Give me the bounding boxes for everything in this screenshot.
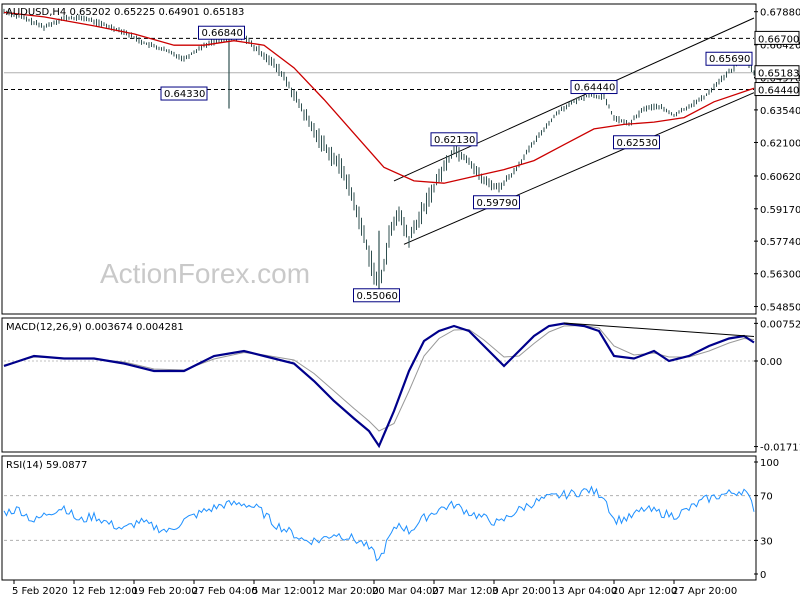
x-tick-label-7: 27 Mar 12:00 xyxy=(432,586,499,597)
price-axis-tick-label-4: 0.62100 xyxy=(760,138,800,149)
annotation-box-1 xyxy=(160,86,208,101)
price-axis-tick-label-7: 0.57740 xyxy=(760,237,800,248)
x-tick-label-3: 27 Feb 04:00 xyxy=(192,586,258,597)
annotation-box-3 xyxy=(430,132,478,147)
price-frame xyxy=(1,3,757,315)
price-axis-tick-label-3: 0.63540 xyxy=(760,106,800,117)
rsi-title: RSI(14) 59.0877 xyxy=(6,460,87,471)
price-axis-tick-label-5: 0.60620 xyxy=(760,172,800,183)
level-tag-0 xyxy=(754,30,800,45)
macd-axis-tick-label-0: 0.007526 xyxy=(760,319,800,330)
macd-signal-line xyxy=(3,324,755,432)
macd-panel: 0.007526 0.00 -0.017112 xyxy=(1,317,800,454)
price-axis-tick-label-1: 0.66420 xyxy=(760,41,800,52)
x-tick-label-1: 12 Feb 12:00 xyxy=(72,586,138,597)
price-axis-tick-label-9: 0.54850 xyxy=(760,303,800,314)
rsi-line xyxy=(3,485,755,562)
level-label-1: 0.64440 xyxy=(758,86,799,97)
annotation-label-2: 0.55060 xyxy=(357,291,398,302)
x-tick-label-2: 19 Feb 20:00 xyxy=(132,586,198,597)
annotation-label-5: 0.64440 xyxy=(574,83,615,94)
rsi-axis-tick-label-2: 30 xyxy=(760,536,773,547)
price-header: AUDUSD,H4 0.65202 0.65225 0.64901 0.6518… xyxy=(6,7,244,18)
x-tick-label-6: 20 Mar 04:00 xyxy=(372,586,439,597)
channel-upper xyxy=(393,17,755,182)
watermark: ActionForex.com xyxy=(100,258,310,289)
annotation-label-3: 0.62130 xyxy=(434,135,475,146)
price-axis-tick-label-6: 0.59170 xyxy=(760,205,800,216)
annotation-box-4 xyxy=(473,195,520,210)
current-price-label: 0.65183 xyxy=(758,69,799,80)
annotation-box-0 xyxy=(198,25,245,40)
channel-lower xyxy=(403,92,755,245)
rsi-axis-tick-label-0: 100 xyxy=(760,458,779,469)
annotation-label-1: 0.64330 xyxy=(164,89,205,100)
rsi-axis-tick-label-3: 0 xyxy=(760,570,766,581)
annotation-box-7 xyxy=(705,51,753,66)
macd-frame xyxy=(1,317,757,453)
annotation-label-6: 0.62530 xyxy=(617,138,658,149)
macd-axis-tick-label-2: -0.017112 xyxy=(760,443,800,454)
price-axis-tick-label-0: 0.67880 xyxy=(760,8,800,19)
level-label-0: 0.66700 xyxy=(758,34,799,45)
annotation-box-2 xyxy=(353,288,400,303)
macd-line xyxy=(3,322,755,449)
x-tick-label-11: 27 Apr 20:00 xyxy=(672,586,737,597)
macd-trendline xyxy=(563,322,755,337)
annotation-label-4: 0.59790 xyxy=(477,198,518,209)
current-price-tag xyxy=(754,65,800,80)
ema-line xyxy=(3,11,755,184)
level-tag-1 xyxy=(754,82,800,97)
x-tick-label-8: 3 Apr 20:00 xyxy=(492,586,551,597)
annotation-label-0: 0.66840 xyxy=(202,28,243,39)
x-tick-label-10: 20 Apr 12:00 xyxy=(612,586,677,597)
macd-title: MACD(12,26,9) 0.003674 0.004281 xyxy=(6,322,184,333)
annotation-box-5 xyxy=(570,80,618,95)
x-tick-label-0: 5 Feb 2020 xyxy=(12,586,68,597)
annotation-label-7: 0.65690 xyxy=(709,54,750,65)
x-tick-label-5: 12 Mar 20:00 xyxy=(312,586,379,597)
rsi-axis-tick-label-1: 70 xyxy=(760,492,773,503)
annotation-box-6 xyxy=(613,135,660,150)
x-tick-label-4: 5 Mar 12:00 xyxy=(252,586,312,597)
macd-axis-tick-label-1: 0.00 xyxy=(760,357,782,368)
price-axis-tick-label-8: 0.56300 xyxy=(760,270,800,281)
price-panel: 0.678800.664200.649700.635400.621000.606… xyxy=(1,3,800,315)
x-tick-label-9: 13 Apr 04:00 xyxy=(552,586,617,597)
rsi-frame xyxy=(1,455,757,581)
rsi-panel: 100 70 30 0 xyxy=(1,455,779,581)
